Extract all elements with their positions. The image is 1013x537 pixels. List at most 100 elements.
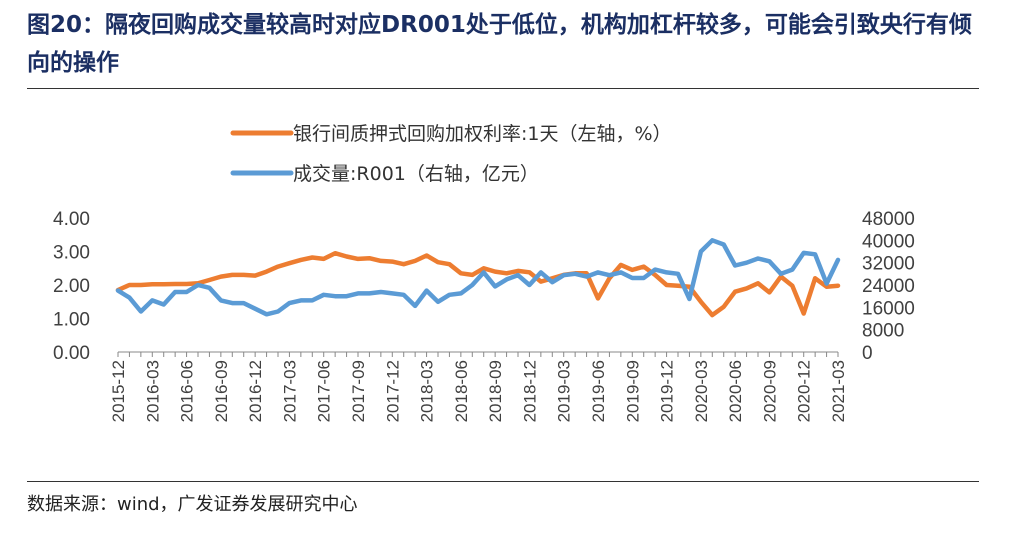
volume-point <box>287 301 291 305</box>
volume-point <box>379 290 383 294</box>
figure-title: 图20：隔夜回购成交量较高时对应DR001处于低位，机构加杠杆较多，可能会引致央… <box>27 6 987 82</box>
volume-point <box>447 293 451 297</box>
volume-point <box>539 270 543 274</box>
rate-point <box>745 286 749 290</box>
volume-point <box>242 301 246 305</box>
volume-point <box>836 258 840 262</box>
y-right-tick-label: 16000 <box>862 298 915 319</box>
volume-point <box>790 268 794 272</box>
volume-point <box>699 250 703 253</box>
x-tick-label: 2018-06 <box>452 360 471 422</box>
rate-point <box>299 258 303 262</box>
volume-point <box>230 301 234 305</box>
volume-point <box>425 289 429 293</box>
top-rule <box>27 88 979 89</box>
rate-point <box>642 265 646 269</box>
rate-point <box>813 276 817 280</box>
volume-point <box>139 310 143 314</box>
volume-point <box>356 291 360 295</box>
volume-point <box>219 298 223 302</box>
x-tick-label: 2019-09 <box>623 360 642 422</box>
volume-point <box>436 300 440 304</box>
y-left-tick-label: 0.00 <box>53 343 90 364</box>
volume-point <box>253 307 257 311</box>
volume-point <box>402 293 406 297</box>
rate-point <box>402 262 406 266</box>
series-line-r001-volume <box>115 238 841 317</box>
x-tick-label: 2018-03 <box>418 360 437 422</box>
x-tick-label: 2020-03 <box>692 360 711 422</box>
rate-point <box>333 251 337 255</box>
figure-label: 图20： <box>27 12 106 38</box>
volume-point <box>779 272 783 276</box>
volume-point <box>162 303 166 307</box>
rate-point <box>310 256 314 260</box>
volume-point <box>619 270 623 274</box>
rate-point <box>162 282 166 286</box>
x-tick-label: 2019-03 <box>555 360 574 422</box>
volume-point <box>265 312 269 316</box>
volume-point <box>756 256 760 260</box>
volume-point <box>367 291 371 295</box>
rate-point <box>676 284 680 288</box>
volume-point <box>745 261 749 265</box>
volume-point <box>687 297 691 301</box>
volume-point <box>825 282 829 286</box>
x-tick-label: 2015-12 <box>109 360 128 422</box>
volume-point <box>676 272 680 276</box>
rate-point <box>722 305 726 309</box>
rate-point <box>356 257 360 261</box>
rate-point <box>436 260 440 264</box>
source-note: 数据来源：wind，广发证券发展研究中心 <box>27 494 358 515</box>
volume-point <box>299 298 303 302</box>
rate-point <box>756 281 760 285</box>
volume-point <box>607 273 611 277</box>
rate-point <box>825 285 829 289</box>
x-tick-label: 2020-12 <box>795 360 814 422</box>
volume-point <box>173 290 177 294</box>
volume-point <box>493 284 497 288</box>
rate-point <box>516 269 520 273</box>
rate-point <box>482 266 486 270</box>
rate-point <box>253 274 257 278</box>
volume-point <box>482 270 486 274</box>
rate-point <box>767 290 771 294</box>
rate-point <box>802 311 806 315</box>
legend-label: 银行间质押式回购加权利率:1天（左轴，%） <box>293 123 672 145</box>
rate-point <box>425 254 429 258</box>
rate-point <box>265 270 269 274</box>
y-right-tick-label: 48000 <box>862 209 915 230</box>
legend-label: 成交量:R001（右轴，亿元） <box>293 163 539 185</box>
rate-point <box>470 273 474 277</box>
volume-point <box>767 259 771 263</box>
x-tick-label: 2019-12 <box>658 360 677 422</box>
volume-point <box>527 283 531 287</box>
rate-point <box>505 271 509 275</box>
volume-point <box>710 238 714 242</box>
rate-point <box>653 273 657 277</box>
rate-point <box>150 282 154 286</box>
rate-point <box>539 280 543 284</box>
x-tick-label: 2020-09 <box>760 360 779 422</box>
rate-point <box>447 262 451 266</box>
x-tick-label: 2017-03 <box>280 360 299 422</box>
rate-point <box>619 263 623 267</box>
rate-point <box>367 256 371 260</box>
volume-point <box>127 296 131 300</box>
rate-point <box>790 284 794 288</box>
volume-point <box>276 310 280 314</box>
volume-point <box>459 291 463 295</box>
legend: 银行间质押式回购加权利率:1天（左轴，%） 成交量:R001（右轴，亿元） <box>230 123 672 185</box>
rate-point <box>345 255 349 259</box>
volume-point <box>642 276 646 280</box>
volume-point <box>516 273 520 277</box>
y-left-tick-label: 4.00 <box>53 209 90 230</box>
x-tick-label: 2020-06 <box>726 360 745 422</box>
rate-point <box>459 271 463 275</box>
x-tick-label: 2017-09 <box>349 360 368 422</box>
y-left-tick-label: 2.00 <box>53 276 90 297</box>
volume-point <box>596 270 600 274</box>
volume-point <box>116 289 120 293</box>
volume-point <box>550 280 554 284</box>
